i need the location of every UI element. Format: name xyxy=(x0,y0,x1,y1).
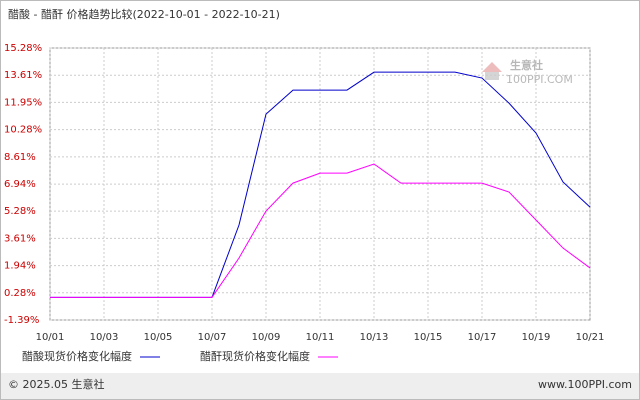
watermark-logo xyxy=(485,72,499,80)
x-tick-label: 10/17 xyxy=(468,332,497,343)
series-line xyxy=(50,163,591,298)
x-tick-label: 10/01 xyxy=(36,332,65,343)
x-tick-label: 10/09 xyxy=(252,332,281,343)
y-tick-label: 11.95% xyxy=(4,97,42,108)
x-tick-label: 10/11 xyxy=(306,332,335,343)
x-tick-label: 10/07 xyxy=(198,332,227,343)
y-tick-label: 1.94% xyxy=(4,261,36,272)
legend-label: 醋酐现货价格变化幅度 xyxy=(200,349,310,363)
watermark-name: 生意社 xyxy=(510,58,543,72)
y-tick-label: 10.28% xyxy=(4,125,42,136)
x-tick-label: 10/15 xyxy=(414,332,443,343)
x-tick-label: 10/05 xyxy=(144,332,173,343)
footer-copyright: © 2025.05 生意社 xyxy=(8,377,104,391)
chart-title: 醋酸 - 醋酐 价格趋势比较(2022-10-01 - 2022-10-21) xyxy=(8,7,280,21)
y-tick-label: 8.61% xyxy=(4,152,36,163)
watermark-logo xyxy=(482,62,502,72)
y-tick-label: -1.39% xyxy=(4,315,39,326)
x-tick-label: 10/03 xyxy=(90,332,119,343)
y-tick-label: 5.28% xyxy=(4,206,36,217)
watermark: 生意社 100PPI.COM xyxy=(482,58,573,86)
legend-label: 醋酸现货价格变化幅度 xyxy=(22,349,132,363)
footer-bar xyxy=(1,373,639,399)
footer-site: www.100PPI.com xyxy=(538,378,632,391)
x-tick-label: 10/19 xyxy=(522,332,551,343)
x-tick-label: 10/13 xyxy=(360,332,389,343)
y-tick-label: 3.61% xyxy=(4,233,36,244)
y-tick-label: 15.28% xyxy=(4,43,42,54)
y-tick-label: 0.28% xyxy=(4,288,36,299)
y-tick-label: 13.61% xyxy=(4,70,42,81)
y-tick-label: 6.94% xyxy=(4,179,36,190)
watermark-site: 100PPI.COM xyxy=(506,73,573,86)
x-tick-label: 10/21 xyxy=(576,332,605,343)
